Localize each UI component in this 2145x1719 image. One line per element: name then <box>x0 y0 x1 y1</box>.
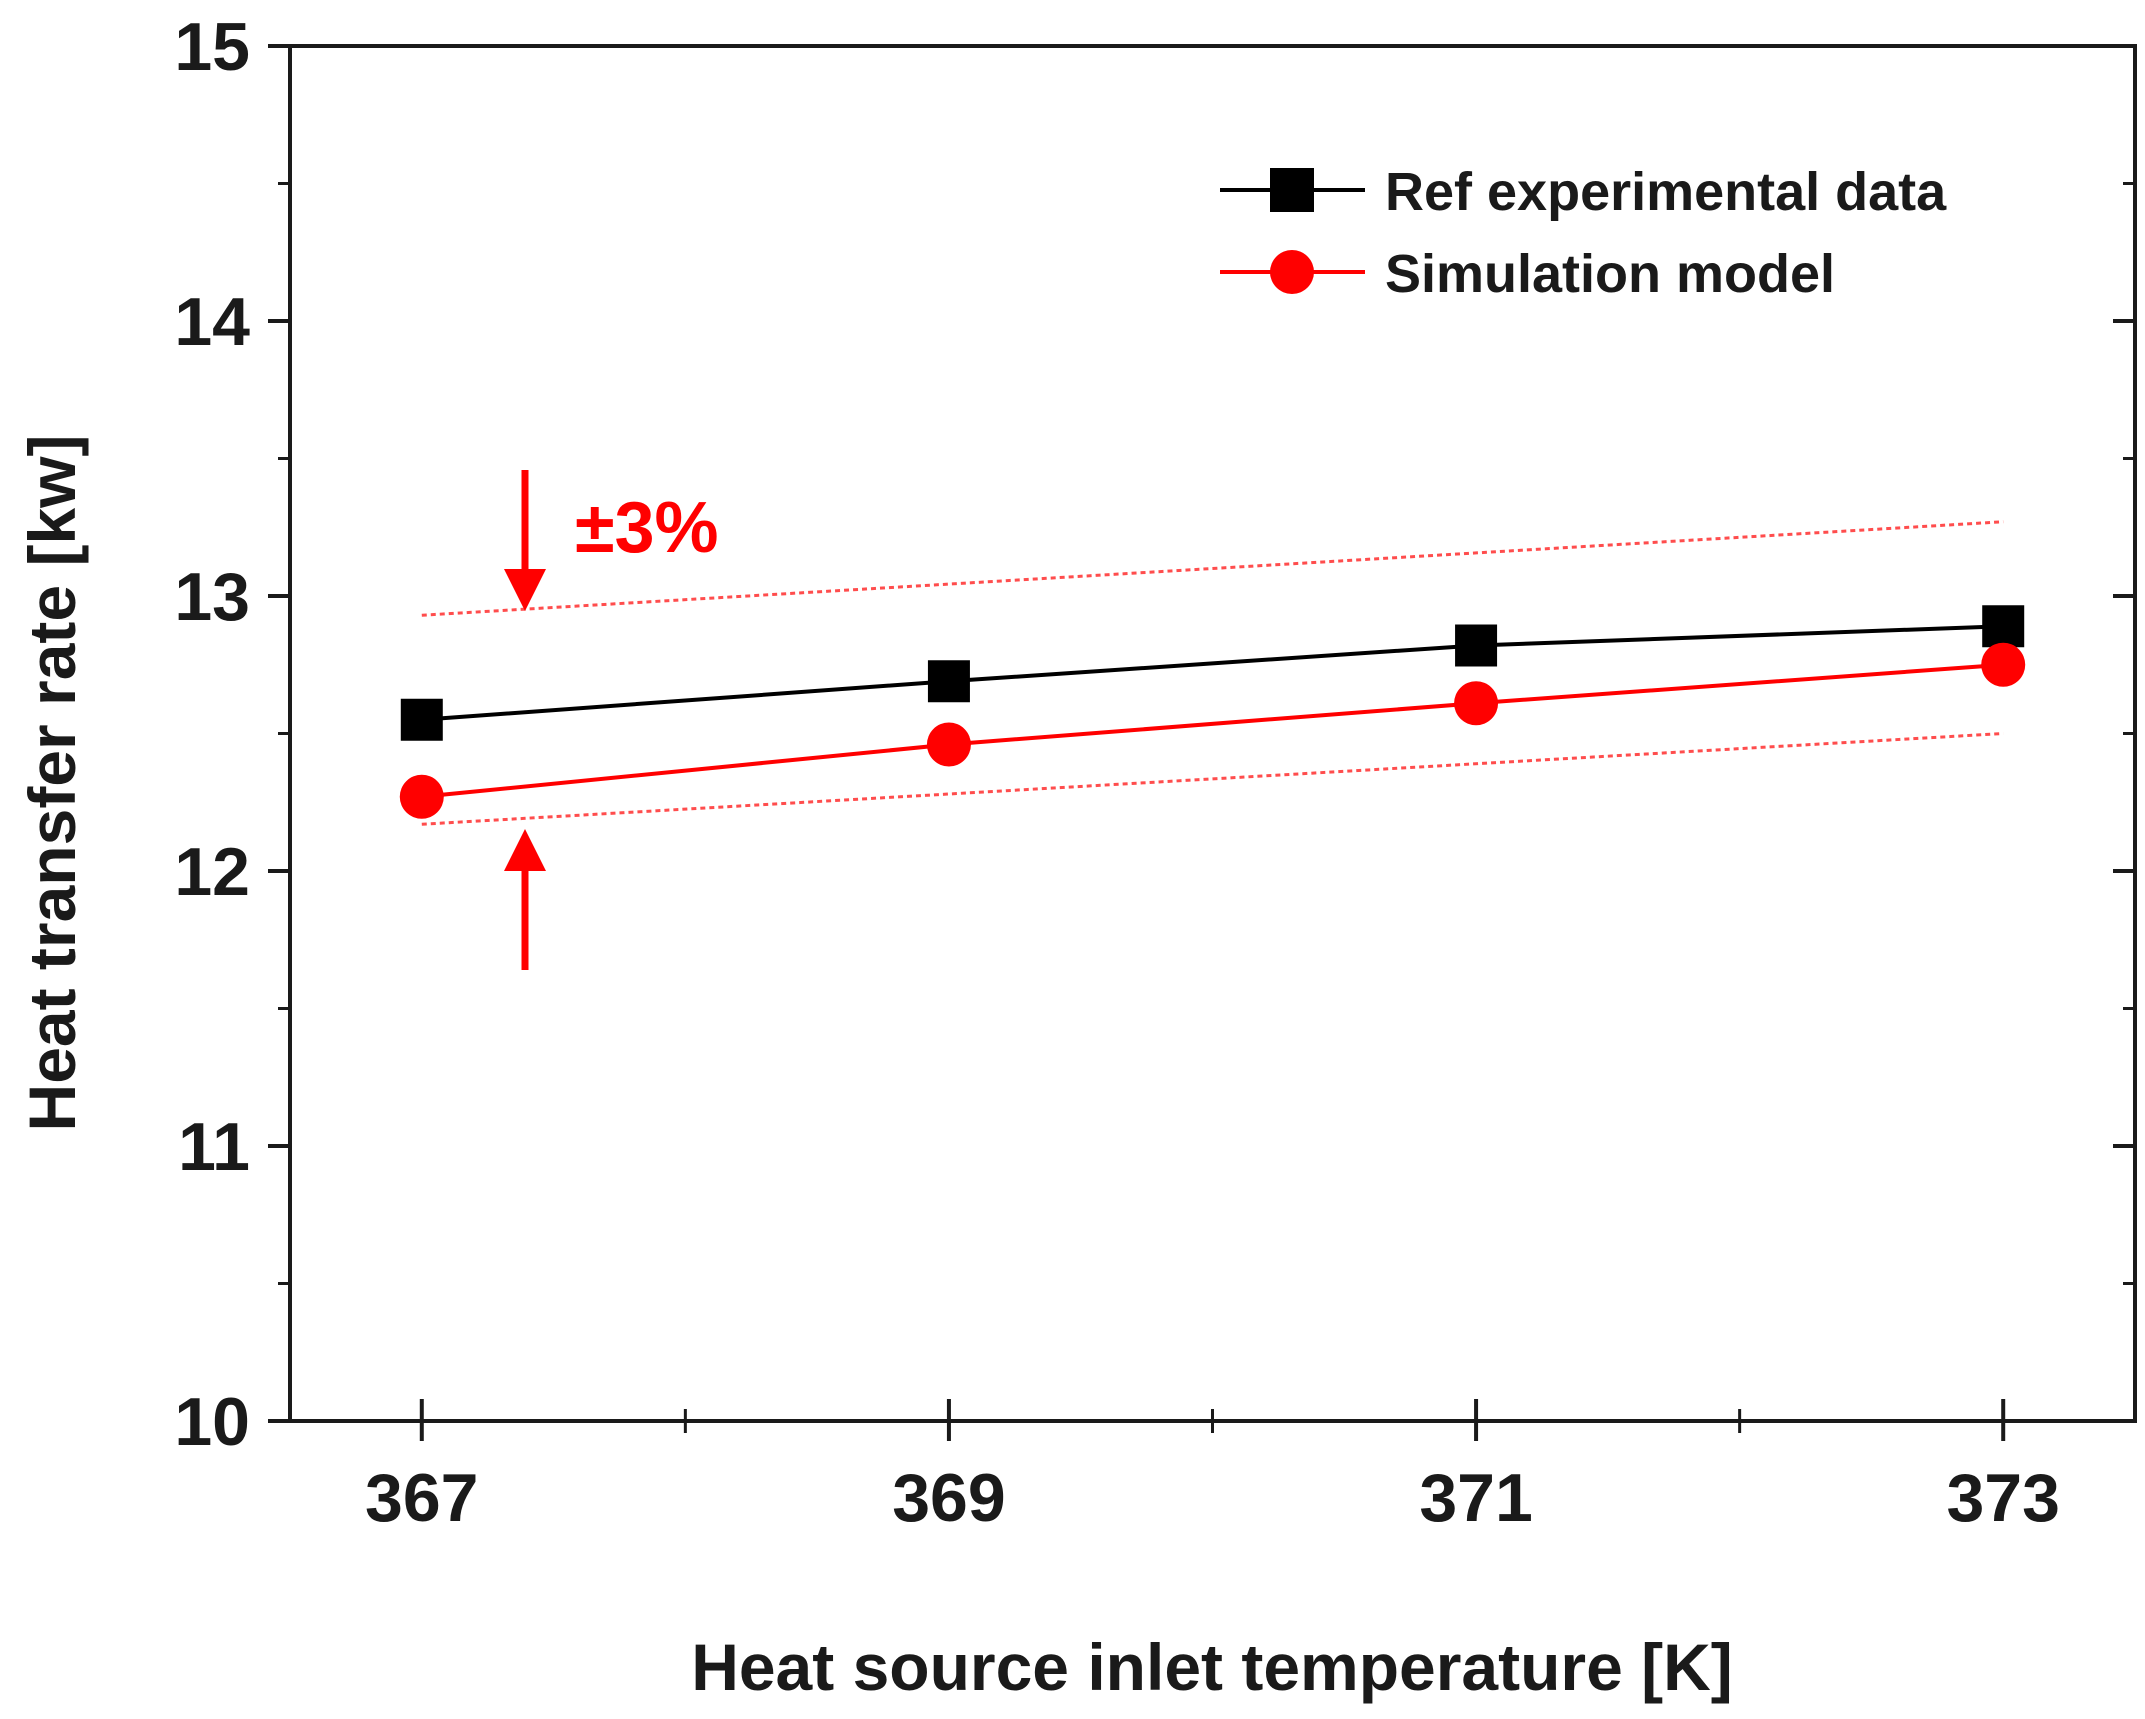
y-tick-label: 11 <box>178 1109 250 1185</box>
x-tick-label: 369 <box>892 1460 1005 1536</box>
y-tick-label: 10 <box>174 1384 250 1460</box>
data-point-circle <box>399 774 444 819</box>
legend-marker-circle <box>1270 250 1314 294</box>
data-point-square <box>400 698 443 741</box>
plot-frame <box>288 44 2137 1423</box>
error-band-upper-line <box>421 520 2004 617</box>
data-point-square <box>1455 624 1498 667</box>
series-line-1 <box>421 662 2004 799</box>
x-axis-title: Heat source inlet temperature [K] <box>691 1630 1733 1704</box>
y-axis-ticks: 10 11 12 13 14 15 <box>174 9 2135 1460</box>
y-tick-label: 12 <box>174 834 250 910</box>
error-band-lower-line <box>421 732 2004 826</box>
x-tick-label: 373 <box>1946 1460 2059 1536</box>
legend-marker-square <box>1270 168 1314 212</box>
data-point-circle <box>1454 681 1499 726</box>
y-tick-label: 15 <box>174 9 250 85</box>
data-point-square <box>927 660 970 703</box>
legend: Ref experimental data Simulation model <box>1220 162 1947 304</box>
y-tick-label: 13 <box>174 559 250 635</box>
data-point-square <box>1982 605 2025 648</box>
x-axis-ticks: 367 369 371 373 <box>365 1399 2060 1536</box>
y-tick-label: 14 <box>174 284 250 360</box>
x-tick-label: 371 <box>1419 1460 1532 1536</box>
legend-label-sim: Simulation model <box>1385 244 1835 304</box>
annotation-text: ±3% <box>575 488 719 568</box>
data-point-circle <box>926 722 971 767</box>
data-point-circle <box>1981 642 2026 687</box>
legend-label-ref: Ref experimental data <box>1385 162 1947 222</box>
y-axis-title: Heat transfer rate [kw] <box>15 435 89 1132</box>
series-layer <box>399 605 2026 819</box>
series-line-0 <box>421 624 2004 722</box>
x-tick-label: 367 <box>365 1460 478 1536</box>
